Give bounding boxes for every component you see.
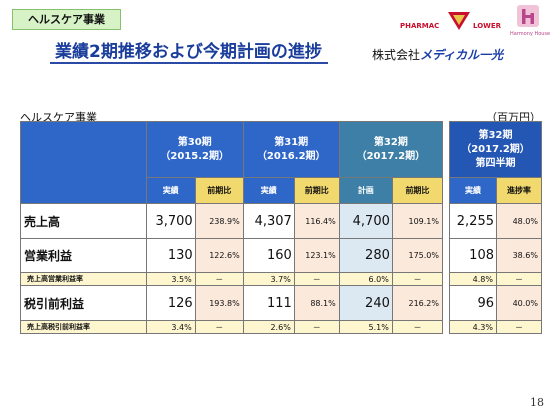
value-cell: 126 [145,285,196,321]
col-32-yoy: 前期比 [391,177,444,204]
period-30-date: （2015.2期） [160,150,229,162]
quarter-sub: 第四半期 [475,157,516,169]
ratio-cell: 38.6% [496,238,542,273]
harmony-house-logo-icon [517,5,539,27]
value-cell: 3.4% [145,320,196,334]
company-prefix: 株式会社 [372,48,421,62]
value-cell: 280 [338,238,393,273]
value-cell: 240 [338,285,393,321]
col-30-actual: 実績 [145,177,196,204]
period-30-header: 第30期 （2015.2期） [145,121,244,178]
logo-lower-text: LOWER [473,22,502,30]
logo-pharmac-text: PHARMAC [400,22,440,30]
value-cell: 4.8% [449,272,497,286]
ratio-cell: 193.8% [194,285,244,321]
value-cell: 96 [449,285,497,321]
value-cell: 130 [145,238,196,273]
page-title: 業績2期推移および今期計画の進捗 [55,42,322,62]
period-30-name: 第30期 [177,136,212,148]
col-31-actual: 実績 [242,177,295,204]
period-31-header: 第31期 （2016.2期） [242,121,340,178]
value-cell: 5.1% [338,320,393,334]
table-row-operating-margin: 売上高営業利益率 3.5% － 3.7% － 6.0% － [20,272,444,286]
title-underline [50,62,328,64]
dash-cell: － [293,272,340,286]
quarter-date: （2017.2期） [461,143,530,155]
ratio-cell: 109.1% [391,203,444,239]
value-cell: 108 [449,238,497,273]
quarter-row-operating-income: 108 38.6% [449,238,542,273]
row-label: 売上高 [20,203,147,239]
ratio-cell: 48.0% [496,203,542,239]
dash-cell: － [391,320,444,334]
quarter-table: 第32期 （2017.2期） 第四半期 実績 進捗率 2,255 48.0% 1… [449,121,542,334]
ratio-cell: 40.0% [496,285,542,321]
value-cell: 4,700 [338,203,393,239]
period-32-date: （2017.2期） [356,150,426,162]
ratio-cell: 122.6% [194,238,244,273]
ratio-cell: 216.2% [391,285,444,321]
row-label: 営業利益 [20,238,147,273]
table-row-pretax-income: 税引前利益 126 193.8% 111 88.1% 240 216.2% [20,285,444,321]
col-30-yoy: 前期比 [194,177,244,204]
logo-harmony-text: Harmony House [510,31,551,37]
table-section-label: ヘルスケア事業 [20,111,97,124]
value-cell: 3.5% [145,272,196,286]
dash-cell: － [194,320,244,334]
dash-cell: － [194,272,244,286]
dash-cell: － [391,272,444,286]
value-cell: 4,307 [242,203,295,239]
period-31-name: 第31期 [274,136,309,148]
value-cell: 2,255 [449,203,497,239]
value-cell: 2.6% [242,320,295,334]
ratio-cell: 123.1% [293,238,340,273]
page-number: 18 [530,396,544,409]
col-q-actual: 実績 [449,177,497,204]
value-cell: 160 [242,238,295,273]
quarter-name: 第32期 [478,129,513,141]
company-brand: メディカル一光 [420,48,504,62]
quarter-header: 第32期 （2017.2期） 第四半期 [449,121,542,178]
col-32-plan: 計画 [338,177,393,204]
quarter-row-pretax-income: 96 40.0% [449,285,542,321]
value-cell: 3,700 [145,203,196,239]
ratio-cell: 116.4% [293,203,340,239]
value-cell: 4.3% [449,320,497,334]
ratio-cell: 88.1% [293,285,340,321]
period-32-header: 第32期 （2017.2期） [338,121,444,178]
ratio-cell: 238.9% [194,203,244,239]
quarter-row-pretax-margin: 4.3% － [449,320,542,334]
dash-cell: － [496,272,542,286]
col-q-progress: 進捗率 [496,177,542,204]
results-table: 第30期 （2015.2期） 第31期 （2016.2期） 第32期 （2017… [20,121,444,334]
value-cell: 6.0% [338,272,393,286]
row-label: 税引前利益 [20,285,147,321]
row-label: 売上高営業利益率 [20,272,147,286]
table-row-operating-income: 営業利益 130 122.6% 160 123.1% 280 175.0% [20,238,444,273]
header-blank-cell [20,121,147,204]
table-row-sales: 売上高 3,700 238.9% 4,307 116.4% 4,700 109.… [20,203,444,239]
period-31-date: （2016.2期） [256,150,326,162]
value-cell: 3.7% [242,272,295,286]
dash-cell: － [293,320,340,334]
dash-cell: － [496,320,542,334]
quarter-row-operating-margin: 4.8% － [449,272,542,286]
quarter-row-sales: 2,255 48.0% [449,203,542,239]
table-row-pretax-margin: 売上高税引前利益率 3.4% － 2.6% － 5.1% － [20,320,444,334]
unit-label: （百万円） [486,111,541,124]
pharmac-lower-logo-icon [448,12,470,30]
company-name: 株式会社メディカル一光 [372,46,503,63]
period-32-name: 第32期 [373,136,408,148]
col-31-yoy: 前期比 [293,177,340,204]
row-label: 売上高税引前利益率 [20,320,147,334]
value-cell: 111 [242,285,295,321]
ratio-cell: 175.0% [391,238,444,273]
section-tag: ヘルスケア事業 [12,9,121,30]
